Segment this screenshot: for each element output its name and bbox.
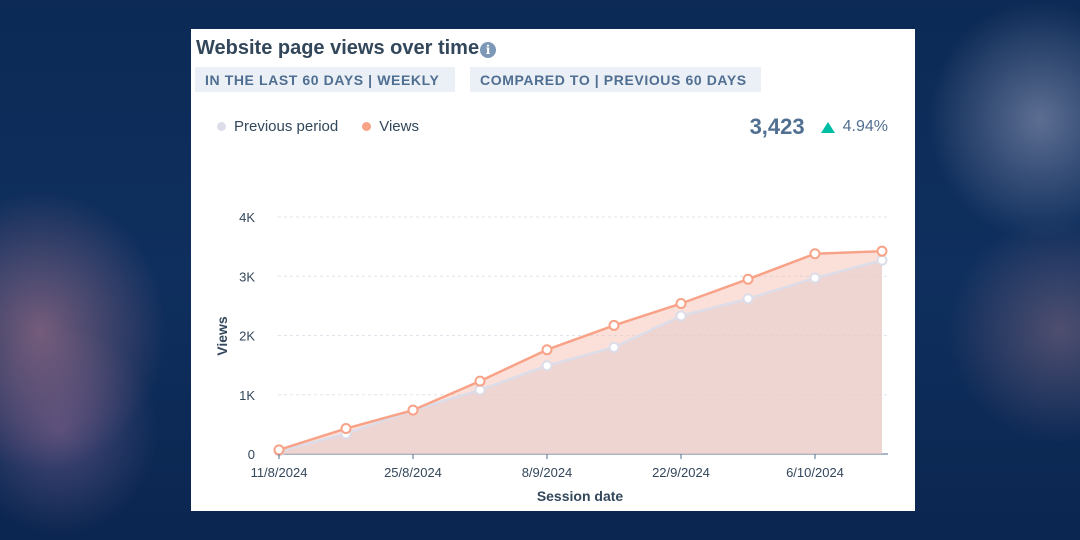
legend: Previous period Views — [217, 118, 443, 135]
points — [273, 245, 888, 457]
legend-label-views: Views — [379, 118, 419, 135]
y-tick-label: 1K — [239, 388, 255, 403]
title-row: Website page views over time i — [196, 37, 497, 60]
areas — [279, 251, 882, 454]
data-point-previous-period — [675, 310, 687, 322]
data-point-previous-period — [742, 293, 754, 305]
data-point-views — [541, 344, 553, 356]
data-point-views — [675, 298, 687, 310]
data-point-views — [608, 319, 620, 331]
data-point-views — [340, 423, 352, 435]
data-point-views — [273, 444, 285, 456]
report-card: Website page views over time i IN THE LA… — [191, 29, 915, 511]
legend-dot-previous-period — [217, 122, 226, 131]
data-point-views — [474, 375, 486, 387]
x-tick-label: 22/9/2024 — [652, 465, 710, 480]
legend-item-previous-period[interactable]: Previous period — [217, 118, 338, 135]
data-point-views — [809, 248, 821, 260]
info-icon[interactable]: i — [480, 41, 497, 58]
lines — [278, 249, 883, 453]
x-tick-label: 8/9/2024 — [522, 465, 573, 480]
data-point-previous-period — [809, 272, 821, 284]
line-views — [278, 249, 883, 452]
date-range-filter[interactable]: IN THE LAST 60 DAYS | WEEKLY — [195, 67, 455, 92]
line-previous-period — [278, 259, 883, 453]
x-axis-label: Session date — [537, 488, 624, 504]
total-views: 3,423 — [749, 114, 805, 139]
comparison-filter[interactable]: COMPARED TO | PREVIOUS 60 DAYS — [470, 67, 761, 92]
chart-title: Website page views over time — [196, 37, 480, 59]
line-chart: 0 1K 2K 3K 4K 11/8/2024 25/8/2024 8/9/2024 22/9… — [214, 210, 888, 504]
comparison-filter-label: COMPARED TO | PREVIOUS 60 DAYS — [480, 71, 747, 88]
data-point-previous-period — [474, 384, 486, 396]
y-tick-label: 0 — [248, 447, 255, 462]
legend-dot-views — [362, 122, 372, 131]
trend-up-icon — [820, 121, 835, 133]
y-tick-label: 3K — [239, 269, 255, 284]
date-range-filter-label: IN THE LAST 60 DAYS | WEEKLY — [205, 71, 440, 88]
data-point-previous-period — [876, 254, 888, 266]
x-tick-label: 25/8/2024 — [384, 465, 442, 480]
area-views — [279, 251, 882, 454]
data-point-views — [742, 273, 754, 285]
legend-label-previous-period: Previous period — [234, 118, 339, 135]
legend-item-views[interactable]: Views — [362, 118, 419, 135]
change-percent: 4.94% — [842, 118, 888, 135]
x-ticks: 11/8/2024 25/8/2024 8/9/2024 22/9/2024 6/10/… — [251, 454, 844, 480]
data-point-views — [876, 245, 888, 257]
y-ticks: 0 1K 2K 3K 4K — [239, 210, 255, 462]
y-axis-label: Views — [214, 316, 230, 356]
x-tick-label: 11/8/2024 — [251, 465, 308, 480]
data-point-previous-period — [608, 341, 620, 353]
y-tick-label: 2K — [239, 329, 255, 344]
summary: 3,423 4.94% — [750, 114, 888, 140]
data-point-previous-period — [541, 360, 553, 372]
y-tick-label: 4K — [239, 210, 255, 225]
x-tick-label: 6/10/2024 — [786, 465, 844, 480]
data-point-views — [407, 404, 419, 416]
